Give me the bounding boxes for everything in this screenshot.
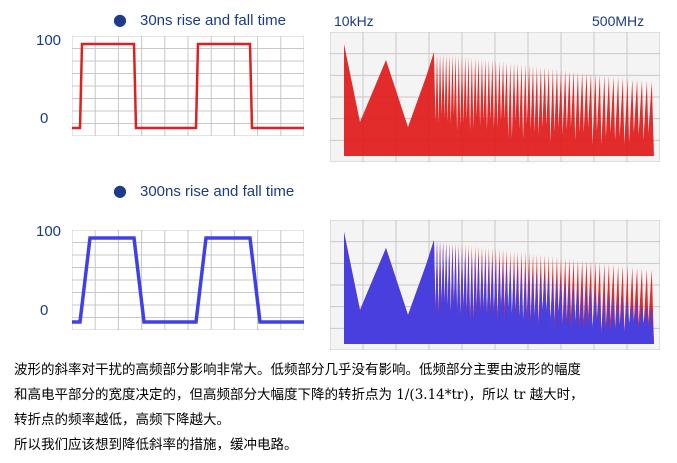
para-line-3: 转折点的频率越低，高频下降越大。 bbox=[14, 412, 230, 428]
waveform-line bbox=[72, 42, 304, 130]
y-label-100-bottom: 100 bbox=[36, 223, 62, 240]
bullet-icon: ● bbox=[113, 10, 127, 29]
time-chart-300ns bbox=[72, 230, 304, 330]
freq-high-label: 500MHz bbox=[592, 13, 645, 29]
y-label-0-top: 0 bbox=[40, 110, 49, 127]
time-chart-30ns bbox=[72, 36, 304, 136]
spectrum-fill-blue bbox=[344, 232, 654, 344]
y-label-100-top: 100 bbox=[36, 32, 62, 49]
grid bbox=[72, 36, 304, 136]
spectrum-fill bbox=[344, 44, 654, 156]
bullet-icon: ● bbox=[113, 181, 127, 200]
grid bbox=[72, 230, 304, 330]
para-line-4: 所以我们应该想到降低斜率的措施，缓冲电路。 bbox=[14, 437, 298, 453]
para-line-1: 波形的斜率对干扰的高频部分影响非常大。低频部分几乎没有影响。低频部分主要由波形的… bbox=[14, 362, 581, 378]
para-line-2: 和高电平部分的宽度决定的，但高频部分大幅度下降的转折点为 1/(3.14*tr)… bbox=[14, 387, 584, 403]
heading-300ns: 300ns rise and fall time bbox=[140, 183, 295, 200]
waveform-line bbox=[72, 236, 304, 324]
spectrum-chart-30ns bbox=[330, 32, 660, 162]
heading-30ns: 30ns rise and fall time bbox=[140, 12, 286, 29]
y-label-0-bottom: 0 bbox=[40, 302, 49, 319]
spectrum-chart-300ns bbox=[330, 220, 660, 350]
explanation-paragraph: 波形的斜率对干扰的高频部分影响非常大。低频部分几乎没有影响。低频部分主要由波形的… bbox=[14, 358, 614, 458]
freq-low-label: 10kHz bbox=[334, 13, 374, 29]
